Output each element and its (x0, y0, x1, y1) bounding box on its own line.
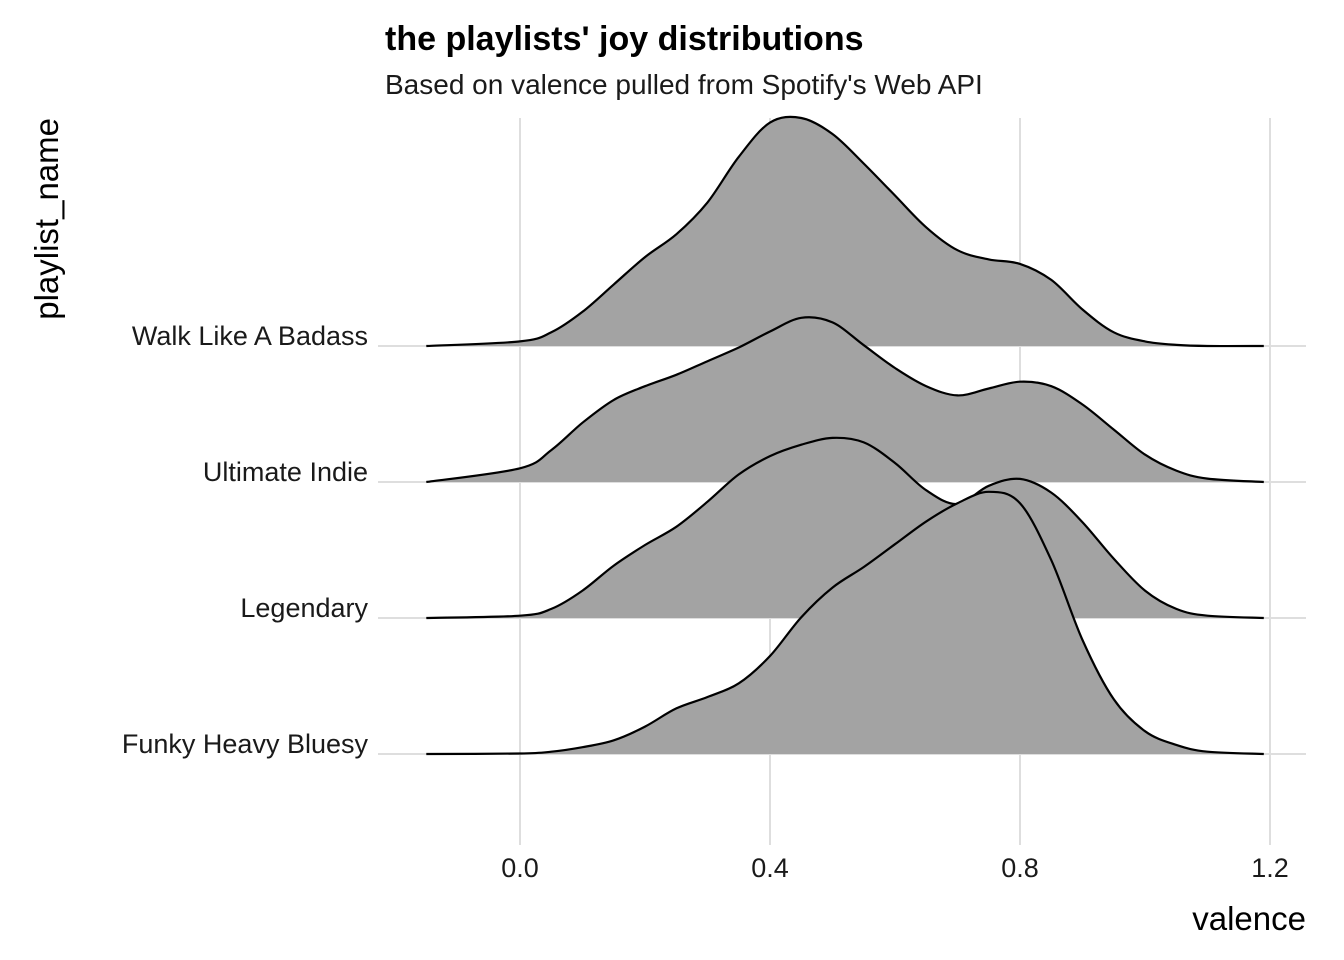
chart-subtitle: Based on valence pulled from Spotify's W… (385, 69, 983, 100)
y-tick-label: Walk Like A Badass (132, 321, 368, 351)
x-axis-title: valence (1192, 900, 1306, 937)
x-tick-label: 0.8 (1001, 853, 1039, 883)
ridge-ultimate-indie (426, 316, 1264, 484)
x-tick-label: 1.2 (1251, 853, 1289, 883)
ridge-outline (426, 436, 1264, 620)
y-axis-title: playlist_name (28, 118, 65, 320)
ridge-outline (426, 316, 1264, 484)
ridges (426, 115, 1264, 756)
ridge-area (426, 317, 1264, 482)
x-tick-label: 0.4 (751, 853, 789, 883)
y-tick-label: Funky Heavy Bluesy (122, 729, 369, 759)
x-tick-labels: 0.0 0.4 0.8 1.2 (501, 853, 1289, 883)
ridge-funky-heavy-bluesy (426, 490, 1264, 756)
ridge-outline (426, 115, 1264, 348)
y-tick-labels: Walk Like A Badass Ultimate Indie Legendar… (122, 321, 369, 759)
y-tick-label: Legendary (240, 593, 368, 623)
ridge-area (426, 491, 1264, 754)
chart-title: the playlists' joy distributions (385, 20, 864, 58)
x-tick-label: 0.0 (501, 853, 539, 883)
y-tick-label: Ultimate Indie (203, 457, 368, 487)
ridge-walk-like-a-badass (426, 115, 1264, 348)
ridge-area (426, 116, 1264, 347)
ridge-outline (426, 490, 1264, 756)
